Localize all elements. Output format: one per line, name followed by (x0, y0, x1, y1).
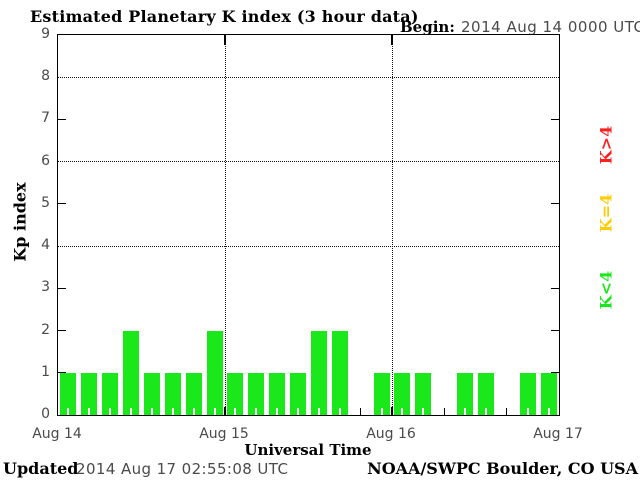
y-tick-right (551, 287, 559, 289)
y-tick-label: 0 (41, 406, 50, 422)
kp-bar (331, 330, 348, 415)
y-tick-label: 2 (41, 321, 50, 338)
x-tick-label: Aug 14 (32, 426, 82, 442)
bar-base-tick (526, 408, 529, 415)
kp-bar (394, 372, 411, 415)
bar-base-tick (276, 408, 279, 415)
day-tick-top (224, 35, 226, 45)
bar-base-tick (297, 408, 300, 415)
empty-slot-tick (360, 408, 362, 415)
kp-bar (143, 372, 160, 415)
x-tick-label: Aug 17 (533, 426, 583, 442)
day-tick-top (391, 35, 393, 45)
y-tick-label: 6 (41, 152, 50, 169)
y-tick-label: 3 (41, 279, 50, 296)
bar-base-tick (422, 408, 425, 415)
bar-base-tick (464, 408, 467, 415)
kp-bar (540, 372, 557, 415)
legend-item: K>4 (596, 125, 616, 165)
kp-bar (248, 372, 265, 415)
y-tick-left (58, 330, 66, 332)
kp-bar (269, 372, 286, 415)
y-tick-right (551, 203, 559, 205)
bar-base-tick (67, 408, 70, 415)
gridline-y-8 (58, 76, 559, 78)
bar-base-tick (150, 408, 153, 415)
bar-base-tick (317, 408, 320, 415)
bar-base-tick (192, 408, 195, 415)
y-tick-right (551, 330, 559, 332)
legend-item: K=4 (596, 193, 616, 233)
kp-bar (457, 372, 474, 415)
x-tick-label: Aug 16 (366, 426, 416, 442)
y-tick-left (58, 203, 66, 205)
kp-bar (227, 372, 244, 415)
bar-base-tick (88, 408, 91, 415)
chart-title: Estimated Planetary K index (3 hour data… (30, 7, 419, 26)
y-tick-label: 5 (41, 194, 50, 211)
kp-bar (185, 372, 202, 415)
bar-base-tick (338, 408, 341, 415)
begin-label: Begin: (400, 18, 455, 36)
bar-base-tick (401, 408, 404, 415)
bar-base-tick (547, 408, 550, 415)
bar-base-tick (484, 408, 487, 415)
x-tick-label: Aug 15 (199, 426, 249, 442)
y-tick-left (58, 372, 66, 374)
updated-timestamp: 2014 Aug 17 02:55:08 UTC (76, 460, 289, 478)
day-tick-bottom (391, 407, 393, 415)
y-tick-left (58, 118, 66, 120)
y-tick-label: 7 (41, 110, 50, 127)
updated-label: Updated (3, 459, 79, 478)
kp-bar (519, 372, 536, 415)
kp-bar (60, 372, 77, 415)
kp-bar (164, 372, 181, 415)
day-boundary-line (224, 35, 226, 415)
legend-item: K<4 (596, 270, 616, 310)
y-tick-left (58, 287, 66, 289)
kp-bar (102, 372, 119, 415)
kp-bar (206, 330, 223, 415)
y-tick-label: 9 (41, 26, 50, 42)
kp-bar (373, 372, 390, 415)
bar-base-tick (130, 408, 133, 415)
day-boundary-line (391, 35, 393, 415)
bar-base-tick (109, 408, 112, 415)
y-tick-label: 1 (41, 363, 50, 380)
kp-bar (290, 372, 307, 415)
empty-slot-tick (443, 408, 445, 415)
kp-bar (123, 330, 140, 415)
y-tick-label: 4 (41, 237, 50, 254)
kp-bar (477, 372, 494, 415)
y-tick-right (551, 372, 559, 374)
x-axis-label: Universal Time (244, 441, 372, 459)
y-tick-right (551, 118, 559, 120)
begin-timestamp: 2014 Aug 14 0000 UTC (461, 18, 640, 36)
kp-bar (81, 372, 98, 415)
plot-area (57, 34, 560, 416)
bar-base-tick (234, 408, 237, 415)
bar-base-tick (213, 408, 216, 415)
y-tick-label: 8 (41, 68, 50, 85)
day-tick-bottom (224, 407, 226, 415)
gridline-y-4 (58, 245, 559, 247)
attribution: NOAA/SWPC Boulder, CO USA (367, 459, 638, 478)
gridline-y-6 (58, 161, 559, 163)
bar-base-tick (255, 408, 258, 415)
bar-base-tick (171, 408, 174, 415)
bar-base-tick (380, 408, 383, 415)
kp-bar (415, 372, 432, 415)
empty-slot-tick (506, 408, 508, 415)
kp-bar (310, 330, 327, 415)
